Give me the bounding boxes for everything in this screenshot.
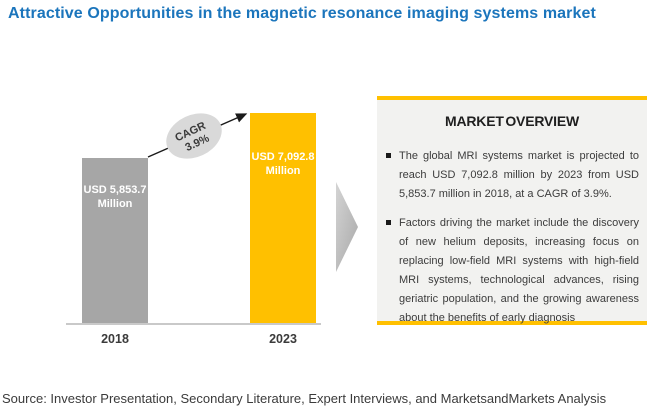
bar-2023: USD 7,092.8 Million	[250, 113, 316, 324]
market-overview-title: MARKET OVERVIEW	[445, 113, 579, 129]
x-tick-2018: 2018	[101, 332, 129, 346]
list-item: Factors driving the market include the d…	[377, 214, 647, 328]
bar-2018-value: USD 5,853.7	[83, 184, 147, 196]
market-overview-box: MARKET OVERVIEW The global MRI systems m…	[377, 96, 647, 325]
x-tick-2023: 2023	[269, 332, 297, 346]
cagr-bubble	[166, 113, 222, 159]
bar-2018-value-label: USD 5,853.7 Million	[82, 158, 148, 211]
source-attribution: Source: Investor Presentation, Secondary…	[2, 391, 607, 406]
list-item: The global MRI systems market is project…	[377, 147, 647, 204]
cagr-label: CAGR 3.9%	[173, 119, 216, 157]
bar-2023-value: USD 7,092.8	[251, 151, 315, 163]
square-bullet-icon	[386, 153, 391, 158]
flow-arrow-icon	[336, 182, 358, 272]
bar-2023-value-label: USD 7,092.8 Million	[250, 113, 316, 178]
bar-2023-unit: Million	[265, 165, 301, 177]
bullet-text: Factors driving the market include the d…	[399, 217, 639, 324]
growth-arrow-icon	[147, 113, 248, 158]
square-bullet-icon	[386, 220, 391, 225]
bar-2018: USD 5,853.7 Million	[82, 158, 148, 324]
bar-2018-unit: Million	[97, 198, 133, 210]
x-axis-line	[66, 323, 321, 325]
bullet-text: The global MRI systems market is project…	[399, 150, 639, 200]
market-overview-bullets: The global MRI systems market is project…	[377, 147, 647, 328]
page-title: Attractive Opportunities in the magnetic…	[8, 5, 596, 22]
